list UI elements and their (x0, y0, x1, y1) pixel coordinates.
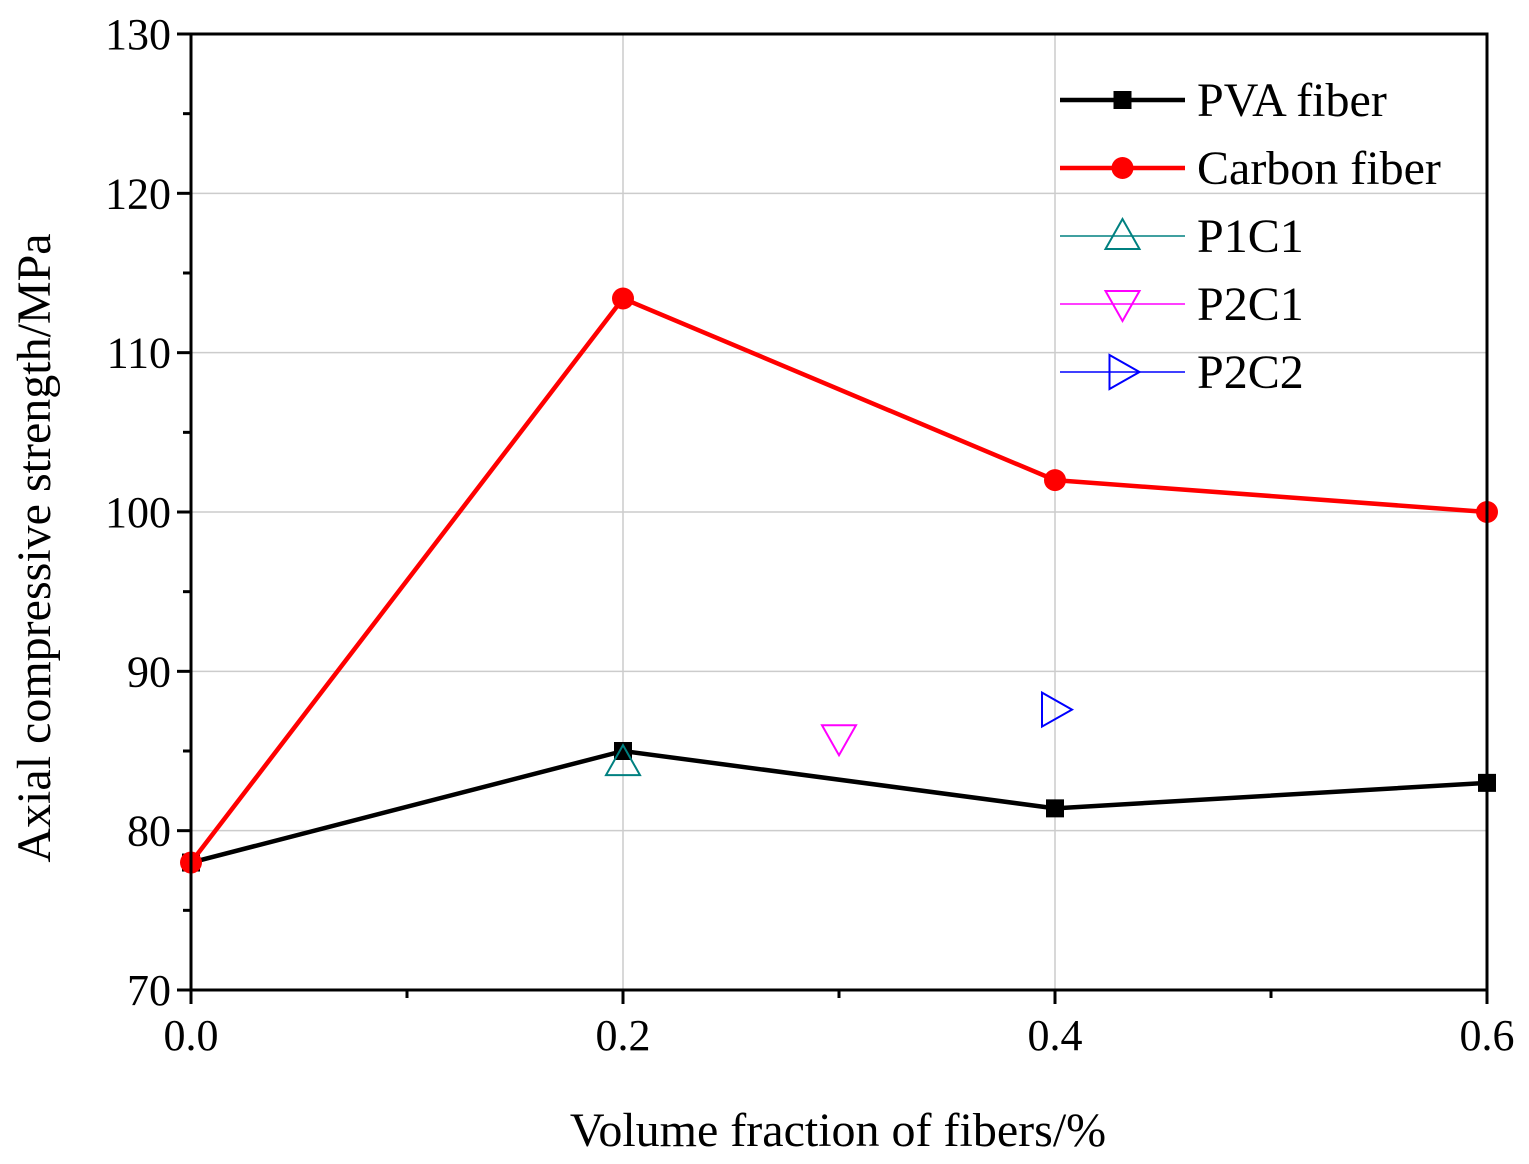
y-tick-label-0: 70 (127, 966, 171, 1015)
grid (191, 34, 1487, 990)
y-tick-label-4: 110 (107, 329, 171, 378)
legend-label-p2c2: P2C2 (1197, 346, 1304, 399)
x-tick-label-3: 0.6 (1460, 1011, 1515, 1060)
series-p2c1 (820, 724, 858, 758)
axes: 0.0 0.2 0.4 0.6 70 80 90 100 110 120 130 (105, 10, 1515, 1060)
pva-fiber-point-2 (1046, 799, 1064, 818)
x-tick-label-1: 0.2 (596, 1011, 651, 1060)
series-p2c2 (1041, 690, 1075, 729)
p2c2-point-0 (1041, 690, 1075, 729)
legend-marker-p1c1 (1103, 216, 1142, 250)
y-tick-label-1: 80 (127, 807, 171, 856)
legend-item-pva-fiber: PVA fiber (1060, 74, 1387, 127)
legend-marker-p2c2 (1108, 353, 1142, 391)
p2c1-point-0 (820, 724, 858, 758)
series-carbon-fiber (180, 287, 1498, 874)
y-tick-label-2: 90 (127, 647, 171, 696)
legend-marker-carbon-fiber (1111, 157, 1134, 179)
y-tick-label-6: 130 (105, 10, 171, 59)
legend-marker-p2c1 (1103, 290, 1142, 324)
series-p1c1 (604, 743, 642, 777)
pva-fiber-line (190, 748, 1488, 865)
legend-marker-pva-fiber (1113, 91, 1132, 109)
y-axis-title: Axial compressive strength/MPa (8, 233, 61, 862)
series-area (180, 287, 1498, 874)
carbon-fiber-point-1 (612, 287, 634, 310)
legend-label-p1c1: P1C1 (1197, 210, 1304, 263)
pva-fiber-point-1 (614, 742, 632, 760)
y-tick-label-5: 120 (105, 169, 171, 218)
legend-item-carbon-fiber: Carbon fiber (1060, 142, 1441, 195)
series-pva-fiber (182, 742, 1496, 872)
y-tick-label-3: 100 (105, 488, 171, 537)
carbon-fiber-line (189, 296, 1488, 864)
legend-label-carbon-fiber: Carbon fiber (1197, 142, 1441, 195)
x-axis-title: Volume fraction of fibers/% (570, 1104, 1106, 1157)
legend: PVA fiber Carbon fiber P1C1 P2C1 P2C2 (1060, 74, 1441, 399)
carbon-fiber-point-2 (1044, 469, 1066, 492)
legend-label-p2c1: P2C1 (1197, 278, 1304, 331)
legend-label-pva-fiber: PVA fiber (1197, 74, 1387, 127)
legend-item-p1c1: P1C1 (1060, 210, 1304, 263)
x-tick-label-0: 0.0 (164, 1011, 219, 1060)
x-tick-label-2: 0.4 (1028, 1011, 1083, 1060)
legend-item-p2c1: P2C1 (1060, 278, 1304, 331)
p1c1-point-0 (604, 743, 642, 777)
legend-item-p2c2: P2C2 (1060, 346, 1304, 399)
